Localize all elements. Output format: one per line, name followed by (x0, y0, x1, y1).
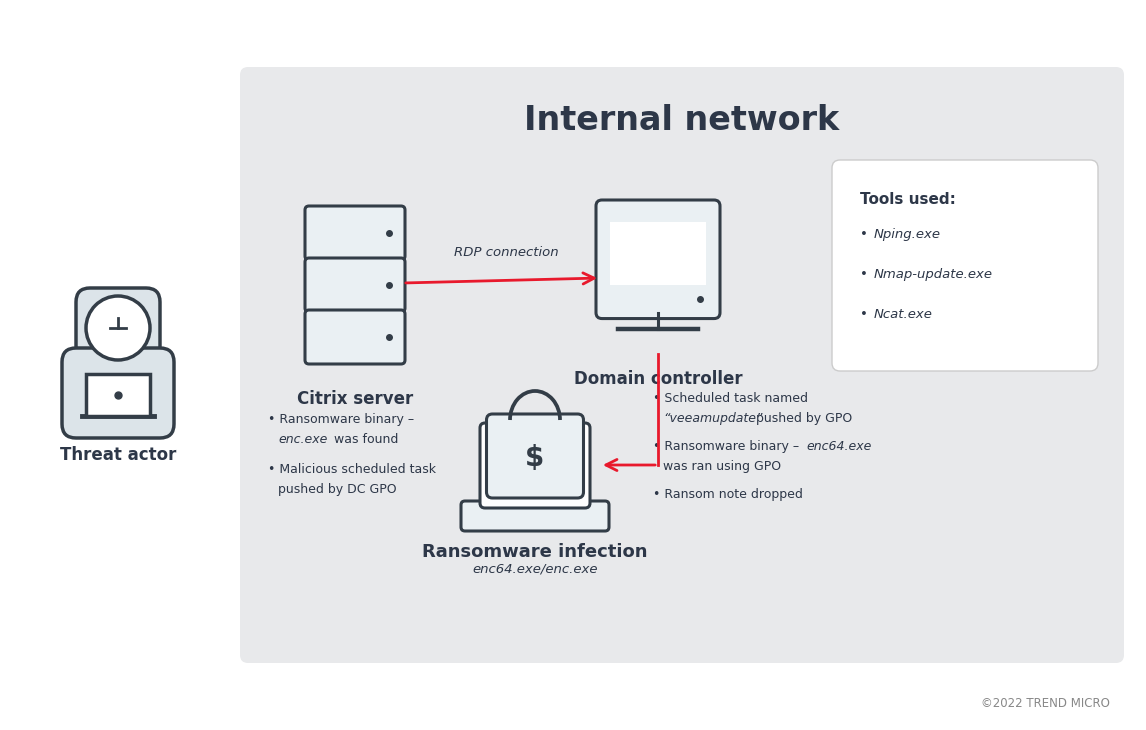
Bar (86, 374, 150, 416)
Text: was found: was found (330, 433, 399, 446)
FancyBboxPatch shape (62, 348, 174, 438)
Text: Citrix server: Citrix server (297, 390, 413, 408)
FancyBboxPatch shape (832, 160, 1098, 371)
Text: enc.exe: enc.exe (278, 433, 328, 446)
Text: pushed by GPO: pushed by GPO (752, 412, 853, 425)
Text: was ran using GPO: was ran using GPO (664, 460, 782, 473)
FancyBboxPatch shape (461, 501, 609, 531)
Circle shape (86, 296, 150, 360)
Text: Tools used:: Tools used: (860, 192, 956, 207)
Text: •: • (860, 228, 872, 241)
FancyBboxPatch shape (240, 67, 1124, 663)
Text: Ncat.exe: Ncat.exe (874, 308, 933, 321)
Text: enc64.exe: enc64.exe (806, 440, 871, 453)
FancyBboxPatch shape (305, 206, 405, 260)
Text: “veeamupdate”: “veeamupdate” (664, 412, 762, 425)
FancyBboxPatch shape (487, 414, 583, 498)
FancyBboxPatch shape (480, 423, 590, 508)
Text: •: • (860, 268, 872, 281)
FancyBboxPatch shape (596, 200, 720, 318)
Text: • Ransomware binary –: • Ransomware binary – (653, 440, 803, 453)
Text: pushed by DC GPO: pushed by DC GPO (278, 483, 397, 496)
Bar (610, 222, 706, 285)
Text: • Ransom note dropped: • Ransom note dropped (653, 488, 803, 501)
FancyBboxPatch shape (305, 258, 405, 312)
Text: • Malicious scheduled task: • Malicious scheduled task (268, 463, 435, 476)
Text: enc64.exe/enc.exe: enc64.exe/enc.exe (472, 563, 598, 576)
Text: • Scheduled task named: • Scheduled task named (653, 392, 808, 405)
FancyBboxPatch shape (76, 288, 160, 360)
Text: Domain controller: Domain controller (574, 370, 743, 388)
Text: Nping.exe: Nping.exe (874, 228, 941, 241)
Text: Nmap-update.exe: Nmap-update.exe (874, 268, 992, 281)
Text: •: • (860, 308, 872, 321)
Text: Ransomware infection: Ransomware infection (422, 543, 647, 561)
Text: Threat actor: Threat actor (60, 446, 176, 464)
FancyBboxPatch shape (305, 310, 405, 364)
Text: • Ransomware binary –: • Ransomware binary – (268, 413, 414, 426)
Text: Internal network: Internal network (525, 104, 840, 137)
Text: ©2022 TREND MICRO: ©2022 TREND MICRO (981, 697, 1110, 710)
Text: RDP connection: RDP connection (454, 247, 559, 259)
Text: $: $ (525, 444, 544, 472)
